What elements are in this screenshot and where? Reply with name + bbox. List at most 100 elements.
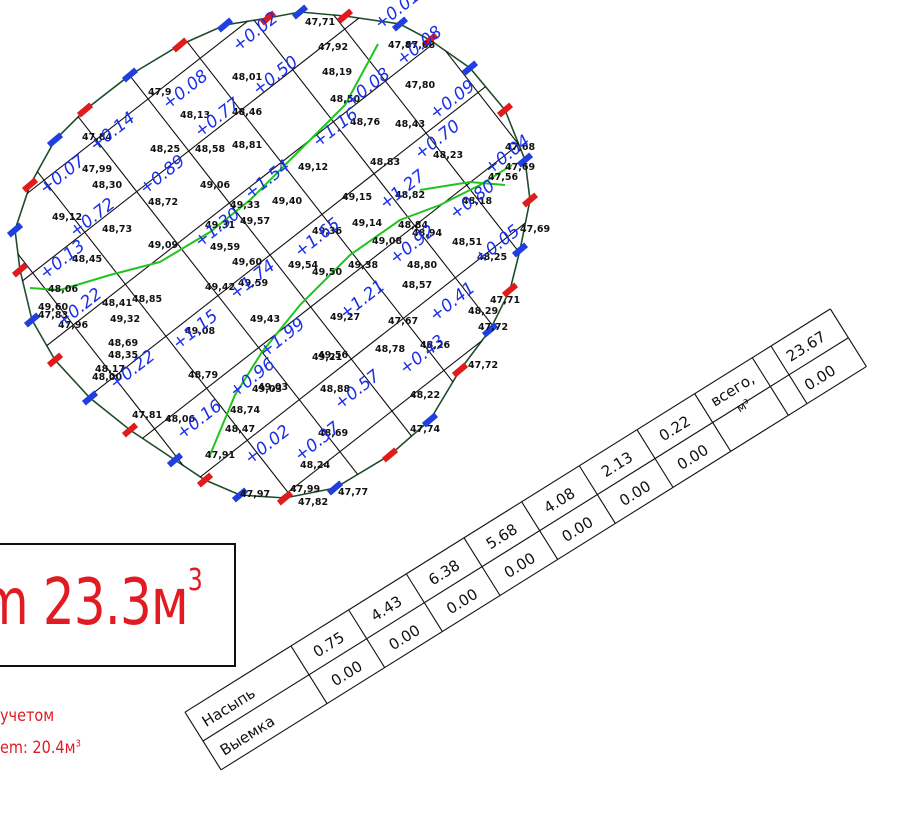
table-col-line xyxy=(184,711,222,771)
elevation-label: 49,40 xyxy=(272,196,302,207)
boundary-marker xyxy=(76,102,94,118)
boundary-marker xyxy=(496,102,514,118)
elevation-label: 48,83 xyxy=(370,157,400,168)
elevation-label: 47,67 xyxy=(388,316,418,327)
boundary-marker xyxy=(171,37,189,53)
table-col-line xyxy=(463,537,501,596)
elevation-label: 48,22 xyxy=(410,390,440,401)
boundary-marker xyxy=(23,312,41,328)
table-col-line xyxy=(405,573,443,632)
fill-value: 4.08 xyxy=(541,484,579,517)
elevation-label: 48,13 xyxy=(180,110,210,121)
boundary-marker xyxy=(81,390,99,406)
elevation-label: 49,36 xyxy=(312,226,342,237)
elevation-label: 49,09 xyxy=(148,240,178,251)
elevation-label: 48,00 xyxy=(92,372,122,383)
work-mark: +1.21 xyxy=(336,276,389,324)
elevation-label: 48,24 xyxy=(300,460,330,471)
table-col-line xyxy=(348,609,386,668)
work-mark: +0.02 xyxy=(229,8,282,56)
elevation-label: 47,82 xyxy=(298,497,328,508)
boundary-marker xyxy=(276,490,294,506)
elevation-label: 48,43 xyxy=(395,119,425,130)
elevation-label: 49,50 xyxy=(312,267,342,278)
table-col-line xyxy=(751,357,789,416)
result-unit: м xyxy=(150,566,189,640)
zero-work-line xyxy=(29,43,513,456)
elevation-label: 49,33 xyxy=(230,200,260,211)
boundary-marker xyxy=(166,452,184,468)
elevation-label: 48,47 xyxy=(225,424,255,435)
table-row-line xyxy=(806,366,867,405)
elevation-label: 48,94 xyxy=(412,228,442,239)
boundary-marker xyxy=(46,352,64,368)
elevation-label: 47,69 xyxy=(520,224,550,235)
elevation-label: 48,58 xyxy=(195,144,225,155)
elevation-label: 47,72 xyxy=(468,360,498,371)
note-unit: м xyxy=(64,738,76,758)
boundary-marker xyxy=(259,10,277,26)
elevation-label: 48,45 xyxy=(72,254,102,265)
elevation-label: 49,12 xyxy=(52,212,82,223)
elevation-label: 48,81 xyxy=(232,140,262,151)
boundary-marker xyxy=(481,322,499,338)
boundary-marker xyxy=(421,32,439,48)
elevation-label: 47,68 xyxy=(405,40,435,51)
elevation-label: 49,27 xyxy=(330,312,360,323)
elevation-label: 49,14 xyxy=(352,218,382,229)
elevation-label: 47,80 xyxy=(405,80,435,91)
boundary-marker xyxy=(516,152,534,168)
elevation-label: 47,97 xyxy=(240,489,270,500)
elevation-label: 47,74 xyxy=(410,424,440,435)
table-row-line xyxy=(220,403,808,771)
elevation-label: 48,72 xyxy=(148,197,178,208)
elevation-label: 48,26 xyxy=(420,340,450,351)
elevation-label: 49,54 xyxy=(288,260,318,271)
boundary-marker xyxy=(336,8,354,24)
cut-value: 0.00 xyxy=(559,513,597,546)
boundary-marker xyxy=(461,60,479,76)
elevation-label: 47,68 xyxy=(505,142,535,153)
cut-value: 0.00 xyxy=(501,549,539,582)
elevation-label: 47,72 xyxy=(478,322,508,333)
elevation-label: 47,87 xyxy=(388,40,418,51)
zero-line-segment xyxy=(209,164,513,456)
elevation-label: 49,31 xyxy=(205,220,235,231)
elevation-label: 49,06 xyxy=(200,180,230,191)
fill-value: 4.43 xyxy=(368,592,406,625)
elevation-label: 48,80 xyxy=(407,260,437,271)
elevation-label: 48,29 xyxy=(468,306,498,317)
elevation-label: 47,77 xyxy=(338,487,368,498)
cut-value: 0.00 xyxy=(328,657,366,690)
boundary-marker xyxy=(121,422,139,438)
table-row-line xyxy=(184,345,772,713)
note-line-2: em: 20.4м3 xyxy=(0,738,81,758)
elevation-label: 48,06 xyxy=(165,414,195,425)
elevation-label: 49,56 xyxy=(318,350,348,361)
total-unit: м³ xyxy=(734,396,753,415)
elevation-label: 48,01 xyxy=(232,72,262,83)
elevation-label: 48,74 xyxy=(230,405,260,416)
elevation-label: 48,69 xyxy=(318,428,348,439)
elevation-label: 48,76 xyxy=(350,117,380,128)
elevation-label: 47,81 xyxy=(132,410,162,421)
note-line-1: учетом xyxy=(0,706,54,726)
elevation-label: 48,82 xyxy=(395,190,425,201)
note-power: 3 xyxy=(75,738,81,750)
elevation-label: 47,69 xyxy=(505,162,535,173)
work-mark: +0.37 xyxy=(291,418,345,466)
elevation-label: 49,38 xyxy=(348,260,378,271)
elevation-label: 48,17 xyxy=(95,364,125,375)
table-grid xyxy=(184,308,867,771)
table-col-line xyxy=(636,429,674,488)
grid-line xyxy=(76,164,530,498)
boundary-marker xyxy=(521,192,539,208)
grid-line xyxy=(179,12,530,449)
elevation-label: 48,46 xyxy=(232,107,262,118)
elevation-label: 48,18 xyxy=(462,196,492,207)
elevation-label: 47,9 xyxy=(148,87,171,98)
elevation-label: 49,15 xyxy=(342,192,372,203)
elevation-label: 47,91 xyxy=(205,450,235,461)
